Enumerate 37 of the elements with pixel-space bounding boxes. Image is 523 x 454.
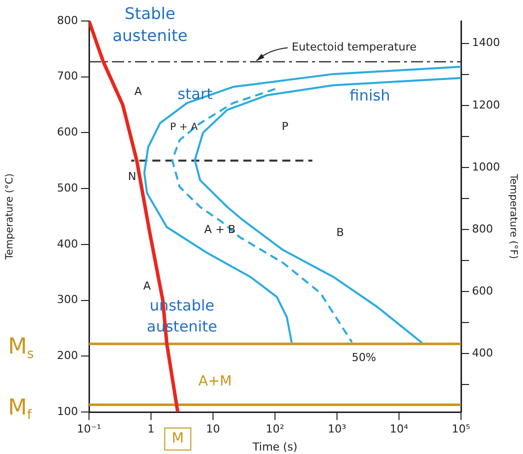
y2-tick-label: 400 — [472, 346, 493, 360]
annotation: start — [178, 85, 213, 104]
y2-tick-label: 1400 — [472, 36, 500, 50]
annotation: 50% — [352, 351, 376, 364]
y-tick-label: 700 — [57, 70, 78, 83]
x-tick-label: 10³ — [328, 422, 346, 436]
y-tick-label: 100 — [57, 404, 78, 418]
ref-line-label: Eutectoid temperature — [292, 40, 417, 54]
annotation: A — [143, 280, 152, 293]
annotation: P + A — [170, 122, 198, 133]
annotation: N — [128, 170, 136, 183]
x-tick-label: 10⁴ — [390, 422, 409, 436]
annotation: A — [134, 85, 142, 98]
y-tick-label: 300 — [57, 293, 78, 306]
x-tick-label: 1 — [148, 422, 154, 436]
y-tick-label: 800 — [57, 14, 78, 27]
x-tick-label: 10⁵ — [452, 422, 470, 436]
y2-tick-label: 1000 — [472, 160, 500, 174]
y-tick-label: 600 — [57, 126, 78, 139]
x-tick-label: 10 — [206, 422, 220, 436]
y-tick-label: 200 — [57, 349, 78, 362]
x-tick-label: 10⁻¹ — [76, 422, 102, 436]
y-tick-label: 500 — [57, 181, 78, 194]
x-tick-label: 10² — [266, 422, 284, 436]
y-axis-title: Temperature (°C) — [4, 173, 16, 261]
y2-tick-label: 800 — [472, 222, 493, 236]
y2-tick-label: 600 — [472, 284, 493, 298]
annotation: A+M — [198, 374, 232, 390]
y2-axis-title: Temperature (°F) — [507, 172, 518, 260]
annotation: B — [336, 226, 344, 239]
annotation: finish — [350, 86, 390, 105]
annotation: P — [282, 120, 289, 133]
annotation: Stable austenite — [112, 4, 188, 46]
y2-tick-label: 1200 — [472, 98, 500, 112]
y-tick-label: 400 — [57, 237, 78, 250]
x-axis-title: Time (s) — [252, 440, 298, 454]
text: M — [172, 430, 184, 447]
